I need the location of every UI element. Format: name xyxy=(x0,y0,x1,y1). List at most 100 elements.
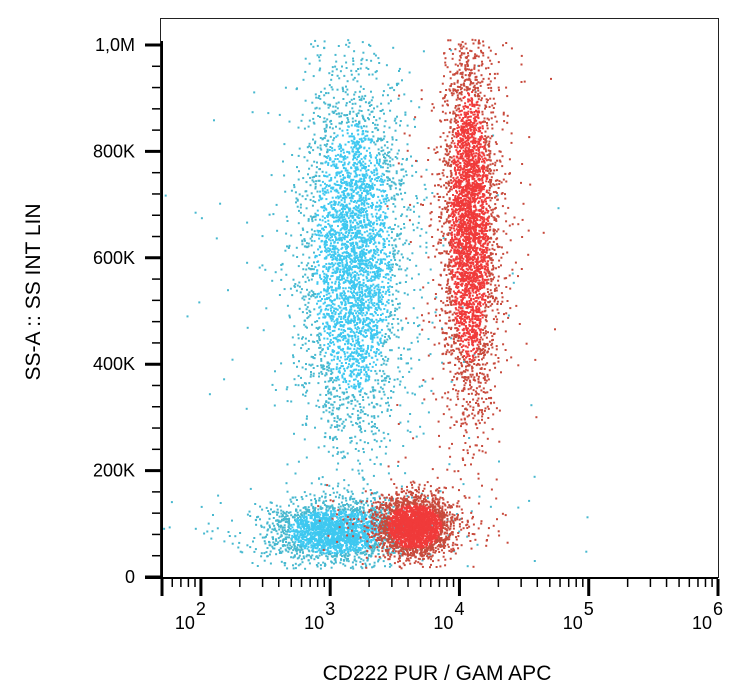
data-point xyxy=(362,190,365,192)
data-point xyxy=(354,404,357,407)
data-point xyxy=(387,335,390,338)
data-point xyxy=(342,372,345,375)
data-point xyxy=(333,165,336,168)
data-point xyxy=(392,177,395,180)
data-point xyxy=(345,542,348,545)
data-point xyxy=(382,225,385,228)
data-point xyxy=(347,319,350,322)
data-point xyxy=(342,381,345,383)
data-point xyxy=(396,115,398,118)
data-point xyxy=(360,246,363,249)
data-point xyxy=(290,189,293,192)
data-point xyxy=(301,498,304,501)
data-point xyxy=(357,206,360,209)
data-point xyxy=(407,362,409,365)
data-point xyxy=(442,244,445,247)
data-point xyxy=(382,390,385,393)
data-point xyxy=(375,265,378,268)
data-point xyxy=(328,366,331,369)
data-point xyxy=(284,190,287,193)
data-point xyxy=(473,353,476,356)
data-point xyxy=(282,160,284,163)
data-point xyxy=(336,453,339,455)
data-point xyxy=(332,139,335,142)
data-point xyxy=(380,258,383,261)
data-point xyxy=(378,266,380,269)
data-point xyxy=(280,515,283,518)
data-point xyxy=(289,287,292,290)
data-point xyxy=(429,268,432,271)
data-point xyxy=(331,306,334,309)
data-point xyxy=(313,261,315,264)
data-point xyxy=(364,130,367,133)
data-point xyxy=(332,245,335,248)
data-point xyxy=(313,558,316,561)
data-point xyxy=(344,312,347,315)
data-point xyxy=(377,295,380,298)
data-point xyxy=(330,78,333,81)
data-point xyxy=(343,425,346,428)
data-point xyxy=(399,184,402,187)
data-point xyxy=(366,134,369,137)
data-point xyxy=(335,190,338,193)
data-point xyxy=(382,290,385,293)
data-point xyxy=(323,242,326,245)
data-point xyxy=(367,292,370,295)
data-point xyxy=(387,234,390,237)
data-point xyxy=(390,263,393,266)
data-point xyxy=(371,131,374,133)
data-point xyxy=(316,340,319,342)
data-point xyxy=(314,426,316,429)
data-point xyxy=(308,363,311,366)
data-point xyxy=(377,57,380,60)
data-point xyxy=(399,233,401,236)
data-point xyxy=(350,440,353,443)
data-point xyxy=(362,399,365,401)
data-point xyxy=(380,328,383,331)
data-point xyxy=(340,237,343,240)
data-point xyxy=(379,224,382,227)
data-point xyxy=(322,532,325,535)
data-point xyxy=(381,269,384,272)
data-point xyxy=(317,341,320,344)
data-point xyxy=(327,297,330,300)
data-point xyxy=(372,388,375,391)
data-point xyxy=(362,523,364,526)
data-point xyxy=(364,226,367,229)
data-point xyxy=(355,209,358,212)
data-point xyxy=(355,358,358,361)
data-point xyxy=(390,276,392,279)
data-point xyxy=(387,397,390,400)
data-point xyxy=(334,336,337,339)
data-point xyxy=(368,261,371,263)
data-point xyxy=(378,199,381,202)
data-point xyxy=(349,275,352,278)
data-point xyxy=(377,254,380,257)
data-point xyxy=(316,224,319,227)
data-point xyxy=(323,94,326,97)
data-point xyxy=(301,548,304,551)
data-point xyxy=(368,176,371,179)
data-point xyxy=(360,389,362,392)
data-point xyxy=(378,495,381,498)
data-point xyxy=(345,183,348,186)
data-point xyxy=(352,369,355,372)
data-point xyxy=(309,528,312,531)
data-point xyxy=(361,250,364,253)
data-point xyxy=(294,547,297,550)
data-point xyxy=(342,164,345,166)
data-point xyxy=(348,363,350,366)
data-point xyxy=(302,295,305,298)
data-point xyxy=(349,437,352,439)
data-point xyxy=(331,127,334,130)
data-point xyxy=(292,354,294,357)
data-point xyxy=(350,329,353,332)
data-point xyxy=(292,536,295,538)
data-point xyxy=(406,391,409,394)
data-point xyxy=(314,140,317,143)
data-point xyxy=(354,319,357,322)
data-point xyxy=(164,194,167,197)
data-point xyxy=(355,339,358,342)
data-point xyxy=(383,190,386,193)
data-point xyxy=(327,92,330,95)
